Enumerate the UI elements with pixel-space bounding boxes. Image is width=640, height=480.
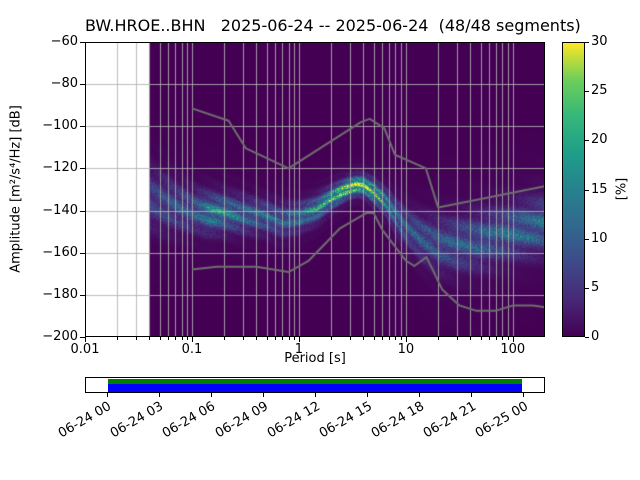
x-minor-tick-mark	[117, 337, 118, 340]
x-minor-tick-mark	[224, 337, 225, 340]
x-minor-tick-mark	[275, 337, 276, 340]
y-tick-label: −200	[42, 329, 78, 344]
x-minor-tick-mark	[182, 337, 183, 340]
y-tick-mark	[80, 126, 85, 127]
colorbar	[562, 42, 585, 337]
y-tick-mark	[80, 295, 85, 296]
y-tick-mark	[80, 337, 85, 338]
colorbar-tick-mark	[585, 42, 589, 43]
x-minor-tick-mark	[168, 337, 169, 340]
x-tick-label: 100	[500, 342, 526, 357]
colorbar-tick-label: 25	[591, 83, 608, 99]
x-minor-tick-mark	[289, 337, 290, 340]
colorbar-tick-mark	[585, 140, 589, 141]
y-tick-mark	[80, 211, 85, 212]
colorbar-tick-mark	[585, 91, 589, 92]
y-axis-label: Amplitude [m²/s⁴/Hz] [dB]	[8, 105, 24, 273]
x-tick-mark	[85, 337, 86, 342]
x-minor-tick-mark	[401, 337, 402, 340]
y-tick-label: −160	[42, 244, 78, 260]
colorbar-tick-mark	[585, 190, 589, 191]
y-tick-mark	[80, 168, 85, 169]
coverage-bar	[85, 377, 545, 393]
x-minor-tick-mark	[470, 337, 471, 340]
x-minor-tick-mark	[389, 337, 390, 340]
colorbar-tick-label: 0	[591, 329, 600, 344]
x-minor-tick-mark	[267, 337, 268, 340]
coverage-data-strip	[107, 379, 523, 384]
psd-histogram-canvas	[85, 42, 545, 337]
coverage-tick-mark	[211, 393, 212, 397]
coverage-tick-mark	[107, 393, 108, 397]
x-axis-label: Period [s]	[284, 351, 346, 366]
coverage-tick-mark	[471, 393, 472, 397]
x-minor-tick-mark	[187, 337, 188, 340]
coverage-tick-label: 06-24 03	[108, 399, 167, 442]
x-minor-tick-mark	[243, 337, 244, 340]
coverage-tick-mark	[419, 393, 420, 397]
x-minor-tick-mark	[502, 337, 503, 340]
x-minor-tick-mark	[481, 337, 482, 340]
y-tick-label: −140	[42, 202, 78, 218]
colorbar-tick-label: 15	[591, 181, 608, 197]
coverage-tick-mark	[263, 393, 264, 397]
x-tick-label: 10	[397, 342, 415, 357]
x-minor-tick-mark	[438, 337, 439, 340]
colorbar-tick-label: 10	[591, 230, 608, 246]
y-tick-label: −60	[50, 34, 78, 49]
coverage-tick-label: 06-24 21	[420, 399, 479, 442]
x-tick-label: 1	[294, 342, 304, 357]
coverage-tick-label: 06-24 15	[316, 399, 375, 442]
x-minor-tick-mark	[331, 337, 332, 340]
coverage-tick-label: 06-24 09	[212, 399, 271, 442]
x-minor-tick-mark	[508, 337, 509, 340]
y-tick-label: −100	[42, 118, 78, 134]
coverage-segments-strip	[107, 384, 523, 392]
y-tick-label: −120	[42, 160, 78, 176]
x-minor-tick-mark	[489, 337, 490, 340]
coverage-tick-label: 06-24 06	[160, 399, 219, 442]
x-tick-mark	[406, 337, 407, 342]
colorbar-tick-mark	[585, 337, 589, 338]
coverage-tick-label: 06-25 00	[472, 399, 531, 442]
x-minor-tick-mark	[256, 337, 257, 340]
x-minor-tick-mark	[382, 337, 383, 340]
coverage-tick-label: 06-24 18	[368, 399, 427, 442]
x-minor-tick-mark	[136, 337, 137, 340]
x-minor-tick-mark	[294, 337, 295, 340]
y-tick-mark	[80, 84, 85, 85]
x-minor-tick-mark	[160, 337, 161, 340]
y-tick-mark	[80, 253, 85, 254]
coverage-tick-mark	[315, 393, 316, 397]
x-tick-label: 0.1	[181, 342, 203, 357]
x-minor-tick-mark	[149, 337, 150, 340]
y-tick-label: −180	[42, 286, 78, 302]
x-tick-label: 0.01	[70, 342, 100, 357]
y-tick-mark	[80, 42, 85, 43]
colorbar-tick-label: 20	[591, 132, 608, 148]
coverage-tick-mark	[523, 393, 524, 397]
coverage-tick-mark	[367, 393, 368, 397]
plot-title: BW.HROE..BHN 2025-06-24 -- 2025-06-24 (4…	[85, 16, 581, 35]
x-minor-tick-mark	[457, 337, 458, 340]
colorbar-tick-mark	[585, 288, 589, 289]
y-tick-label: −80	[50, 76, 78, 92]
x-tick-mark	[192, 337, 193, 342]
colorbar-tick-label: 30	[591, 34, 608, 49]
coverage-tick-label: 06-24 00	[56, 399, 115, 442]
x-minor-tick-mark	[496, 337, 497, 340]
coverage-tick-label: 06-24 12	[264, 399, 323, 442]
colorbar-tick-label: 5	[591, 279, 600, 295]
x-minor-tick-mark	[350, 337, 351, 340]
x-tick-mark	[513, 337, 514, 342]
coverage-tick-mark	[159, 393, 160, 397]
x-minor-tick-mark	[374, 337, 375, 340]
colorbar-tick-mark	[585, 239, 589, 240]
x-minor-tick-mark	[175, 337, 176, 340]
x-tick-mark	[299, 337, 300, 342]
x-minor-tick-mark	[282, 337, 283, 340]
x-minor-tick-mark	[395, 337, 396, 340]
x-minor-tick-mark	[363, 337, 364, 340]
